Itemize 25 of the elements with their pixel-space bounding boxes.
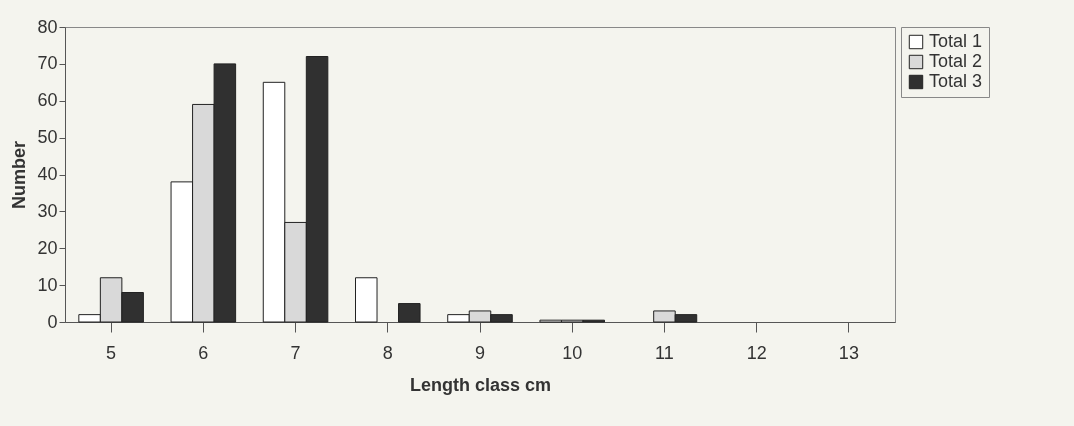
y-tick-label: 0 — [47, 311, 58, 332]
y-axis-title: Number — [9, 140, 30, 210]
x-tick-label: 5 — [106, 342, 117, 363]
bar — [398, 303, 421, 323]
x-axis-title: Length class cm — [409, 374, 552, 395]
y-tick-label: 10 — [37, 274, 58, 295]
legend-label: Total 3 — [929, 71, 983, 91]
bar — [355, 277, 378, 323]
x-tick-label: 9 — [474, 342, 486, 363]
x-tick-label: 12 — [746, 342, 767, 363]
y-tick-label: 40 — [37, 164, 58, 184]
legend-label: Total 1 — [929, 31, 983, 51]
y-tick-label: 70 — [37, 53, 58, 74]
y-tick-label: 60 — [37, 90, 58, 111]
y-tick-label: 20 — [37, 237, 58, 258]
y-tick-label: 50 — [37, 127, 58, 148]
x-tick-label: 11 — [655, 342, 674, 363]
x-tick-label: 7 — [290, 342, 301, 363]
x-tick-label: 10 — [562, 342, 583, 363]
x-tick-label: 6 — [198, 342, 209, 363]
legend-label: Total 2 — [929, 51, 983, 71]
x-tick-label: 8 — [382, 342, 393, 363]
y-tick-label: 80 — [37, 16, 58, 37]
x-tick-label: 13 — [838, 342, 859, 363]
y-tick-label: 30 — [37, 200, 58, 221]
